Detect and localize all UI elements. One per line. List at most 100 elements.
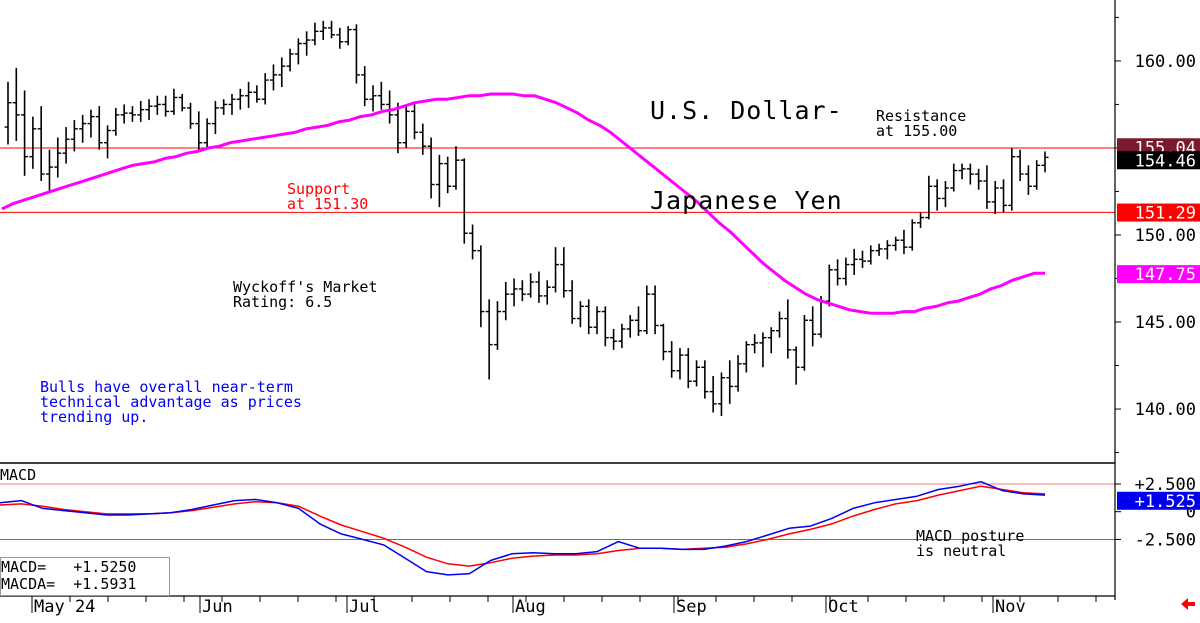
ohlc-bar	[560, 247, 568, 298]
ohlc-bar	[850, 248, 858, 276]
price-tag: 154.46	[1117, 151, 1200, 171]
ohlc-bar	[444, 156, 452, 194]
ohlc-bar	[975, 168, 983, 190]
x-tick-label: Nov	[995, 597, 1026, 617]
ohlc-bar	[319, 20, 327, 41]
ohlc-bar	[328, 20, 336, 39]
ohlc-bar	[1000, 179, 1008, 213]
ohlc-bar	[800, 315, 808, 371]
ohlc-bar	[991, 181, 999, 215]
ohlc-bar	[701, 360, 709, 399]
macd-tag-background	[1117, 491, 1200, 510]
ohlc-bar	[153, 95, 161, 115]
ohlc-bar	[518, 280, 526, 302]
ohlc-bar	[709, 375, 717, 413]
ohlc-bar	[776, 311, 784, 338]
wyckoff-rating-annotation: Wyckoff's Market Rating: 6.5	[233, 278, 378, 311]
macda-readout: MACDA= +1.5931	[1, 575, 137, 593]
y-tick-label: 140.00	[1135, 400, 1196, 420]
ohlc-bar	[427, 137, 435, 199]
ohlc-bar	[1041, 151, 1049, 173]
ohlc-bar	[452, 146, 460, 190]
ohlc-bar	[941, 181, 949, 208]
macd-readout: MACD= +1.5250	[1, 558, 137, 576]
ohlc-bar	[37, 106, 45, 182]
ohlc-bar	[104, 125, 112, 159]
ohlc-bar	[187, 102, 195, 129]
ohlc-bar	[228, 93, 236, 115]
ohlc-bar	[576, 301, 584, 328]
ohlc-bar	[269, 64, 277, 91]
ohlc-bar	[527, 273, 535, 298]
y-tick-label: 150.00	[1135, 226, 1196, 246]
ohlc-bar	[659, 323, 667, 361]
ohlc-bar	[137, 100, 145, 122]
macd-y-tick-label: +2.500	[1135, 475, 1196, 495]
ohlc-bar	[717, 372, 725, 417]
ohlc-bar	[842, 257, 850, 286]
ohlc-bar	[112, 107, 120, 136]
ohlc-bar	[610, 328, 618, 350]
ohlc-bar	[684, 348, 692, 389]
ohlc-bar	[211, 100, 219, 135]
x-tick-label: Aug	[515, 597, 546, 617]
macd-tag: +1.525	[1117, 491, 1200, 512]
ohlc-bar	[435, 154, 443, 208]
ohlc-bar	[203, 118, 211, 148]
ohlc-bar	[834, 259, 842, 286]
ohlc-bar	[668, 341, 676, 378]
ohlc-bar	[336, 27, 344, 49]
ohlc-bar	[45, 149, 53, 194]
y-tick-label: 160.00	[1135, 52, 1196, 72]
ohlc-bar	[867, 245, 875, 265]
ohlc-bar	[900, 229, 908, 255]
ohlc-bar	[809, 306, 817, 347]
ohlc-bar	[966, 163, 974, 185]
ohlc-bar	[253, 85, 261, 103]
ohlc-bar	[875, 243, 883, 256]
ohlc-bar	[734, 355, 742, 392]
ohlc-bar	[626, 315, 634, 338]
ohlc-bar	[1008, 147, 1016, 211]
ohlc-bar	[344, 26, 352, 46]
ohlc-bar	[369, 85, 377, 112]
chart-title-line-1: U.S. Dollar-	[650, 96, 843, 125]
ohlc-bar	[568, 280, 576, 324]
scroll-left-arrow-icon[interactable]	[1181, 598, 1195, 610]
price-tag-background	[1117, 151, 1200, 170]
ohlc-bar	[493, 301, 501, 350]
ohlc-bar	[178, 93, 186, 112]
ohlc-bar	[128, 106, 136, 122]
macd-line	[0, 480, 1046, 576]
price-tag-background	[1117, 203, 1200, 222]
ohlc-bar	[933, 179, 941, 211]
ohlc-bar	[162, 95, 170, 117]
ohlc-bar	[377, 81, 385, 110]
price-tag-label: 154.46	[1135, 151, 1196, 171]
ohlc-bar	[858, 250, 866, 269]
ohlc-bar	[411, 102, 419, 140]
ohlc-bar	[245, 81, 253, 108]
ohlc-bar	[950, 163, 958, 192]
ohlc-bar	[261, 73, 269, 105]
ohlc-bar	[485, 299, 493, 380]
ohlc-bar	[1016, 149, 1024, 182]
price-tag-background	[1117, 265, 1200, 284]
ohlc-bar	[386, 90, 394, 124]
ohlc-bar	[618, 323, 626, 349]
macd-y-tick-label: 0	[1186, 503, 1196, 523]
ohlc-bar	[502, 281, 510, 321]
ohlc-bar	[87, 109, 95, 138]
macd-y-tick-label: -2.500	[1135, 530, 1196, 550]
ohlc-bar	[751, 334, 759, 354]
ohlc-bar	[759, 332, 767, 368]
x-tick-label: May 24	[34, 597, 95, 617]
ohlc-bar	[4, 81, 12, 145]
ohlc-bar	[593, 306, 601, 335]
macd-posture-annotation: MACD posture is neutral	[916, 527, 1025, 560]
price-tag: 147.75	[1117, 265, 1200, 285]
resistance-annotation: Resistance at 155.00	[876, 107, 967, 140]
ohlc-bar	[958, 163, 966, 180]
ohlc-bar	[62, 127, 70, 164]
x-tick-label: Sep	[676, 597, 707, 617]
